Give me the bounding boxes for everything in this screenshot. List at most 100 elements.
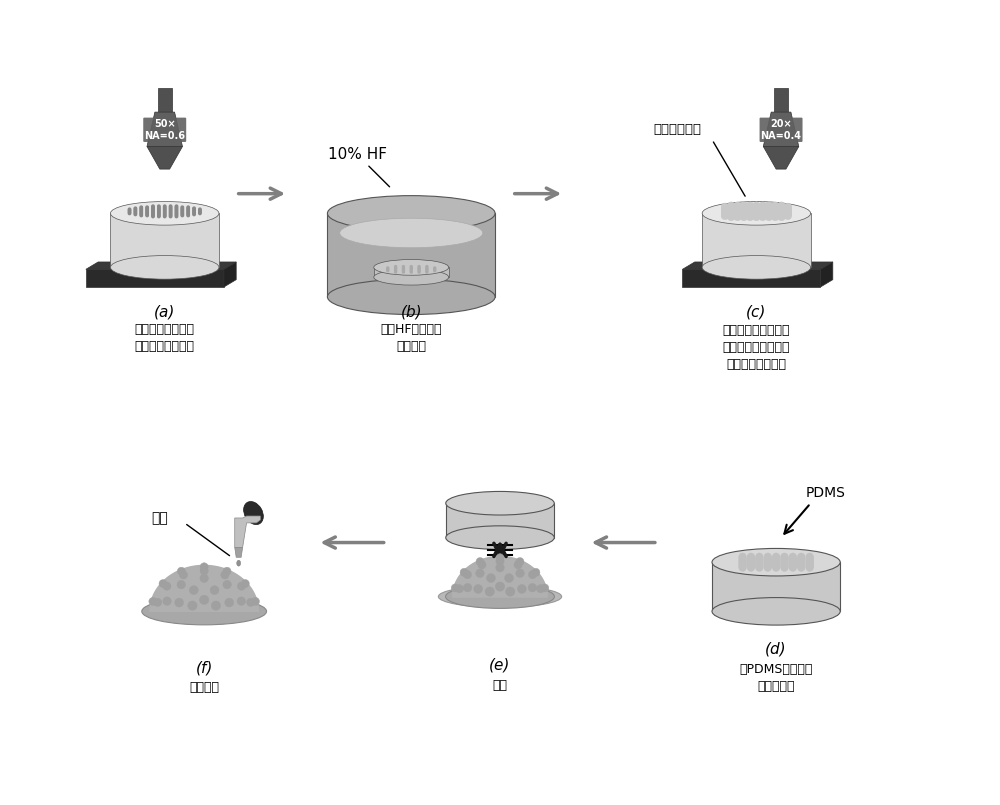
Ellipse shape xyxy=(712,548,840,576)
Circle shape xyxy=(765,202,773,209)
Polygon shape xyxy=(235,516,260,547)
Circle shape xyxy=(759,208,766,217)
Circle shape xyxy=(740,213,748,221)
Circle shape xyxy=(756,561,763,568)
Circle shape xyxy=(181,213,184,216)
Circle shape xyxy=(223,580,231,588)
Text: 飞秒激光直写扫描刻
蚀后样品表面，形成
多孔微纳复合结构: 飞秒激光直写扫描刻 蚀后样品表面，形成 多孔微纳复合结构 xyxy=(723,324,790,371)
Polygon shape xyxy=(158,88,172,112)
Circle shape xyxy=(152,210,154,213)
Polygon shape xyxy=(682,262,833,270)
Circle shape xyxy=(402,266,404,267)
Circle shape xyxy=(418,267,420,269)
Circle shape xyxy=(772,559,780,568)
Circle shape xyxy=(128,213,131,215)
Circle shape xyxy=(175,205,178,208)
Circle shape xyxy=(516,569,524,577)
Circle shape xyxy=(727,203,735,210)
Circle shape xyxy=(772,561,780,568)
Text: (c): (c) xyxy=(746,304,767,319)
Circle shape xyxy=(772,213,779,221)
Circle shape xyxy=(721,210,729,217)
Circle shape xyxy=(193,210,195,213)
Circle shape xyxy=(193,213,195,216)
Circle shape xyxy=(747,555,755,563)
Circle shape xyxy=(781,559,788,566)
Circle shape xyxy=(740,204,748,212)
Circle shape xyxy=(759,211,766,218)
Circle shape xyxy=(193,207,195,209)
Circle shape xyxy=(169,205,172,208)
Circle shape xyxy=(765,208,773,217)
Circle shape xyxy=(164,210,166,213)
Circle shape xyxy=(806,555,813,562)
Circle shape xyxy=(789,559,797,568)
Circle shape xyxy=(759,205,766,213)
Circle shape xyxy=(146,208,148,210)
Circle shape xyxy=(778,203,785,210)
Circle shape xyxy=(495,582,505,591)
Circle shape xyxy=(463,584,472,592)
Circle shape xyxy=(152,214,154,217)
Circle shape xyxy=(759,208,766,215)
Circle shape xyxy=(753,211,760,218)
Circle shape xyxy=(747,559,755,568)
Circle shape xyxy=(496,554,504,562)
Circle shape xyxy=(806,563,813,570)
Text: (d): (d) xyxy=(765,641,787,656)
Circle shape xyxy=(740,208,748,215)
Polygon shape xyxy=(374,267,449,277)
Circle shape xyxy=(247,598,255,606)
Circle shape xyxy=(158,214,160,217)
Circle shape xyxy=(740,202,748,209)
Circle shape xyxy=(740,213,748,220)
Circle shape xyxy=(163,582,171,590)
Circle shape xyxy=(747,553,755,560)
Circle shape xyxy=(169,215,172,217)
Ellipse shape xyxy=(110,201,219,225)
Circle shape xyxy=(221,571,229,579)
Circle shape xyxy=(140,210,142,213)
Circle shape xyxy=(251,597,259,605)
Circle shape xyxy=(740,211,748,218)
Circle shape xyxy=(772,202,779,209)
Circle shape xyxy=(756,553,763,560)
Circle shape xyxy=(753,210,760,217)
Circle shape xyxy=(747,555,755,562)
Circle shape xyxy=(798,555,805,562)
Circle shape xyxy=(395,270,397,272)
Circle shape xyxy=(164,213,166,215)
Circle shape xyxy=(778,213,785,221)
Circle shape xyxy=(487,574,495,583)
Circle shape xyxy=(187,213,189,215)
Circle shape xyxy=(781,561,788,568)
Polygon shape xyxy=(712,562,840,611)
Polygon shape xyxy=(110,213,219,267)
Circle shape xyxy=(784,206,792,214)
Circle shape xyxy=(158,215,160,217)
Circle shape xyxy=(746,208,754,215)
Circle shape xyxy=(740,208,748,217)
Circle shape xyxy=(418,266,420,267)
Circle shape xyxy=(784,208,792,215)
Circle shape xyxy=(169,208,172,210)
Circle shape xyxy=(727,213,735,221)
Text: 使用HF溶液刻蚀
加工样品: 使用HF溶液刻蚀 加工样品 xyxy=(380,323,442,353)
Circle shape xyxy=(765,205,773,213)
Circle shape xyxy=(756,555,763,562)
Circle shape xyxy=(146,211,148,213)
Circle shape xyxy=(199,210,201,213)
Circle shape xyxy=(806,559,813,566)
Circle shape xyxy=(387,267,389,269)
Circle shape xyxy=(778,206,785,214)
Circle shape xyxy=(158,206,160,208)
Circle shape xyxy=(734,203,741,210)
Circle shape xyxy=(187,207,189,209)
Circle shape xyxy=(187,213,189,216)
Circle shape xyxy=(798,561,805,568)
Circle shape xyxy=(169,214,172,217)
Circle shape xyxy=(727,204,735,212)
Circle shape xyxy=(765,211,773,218)
Circle shape xyxy=(765,208,773,215)
Circle shape xyxy=(152,209,154,212)
